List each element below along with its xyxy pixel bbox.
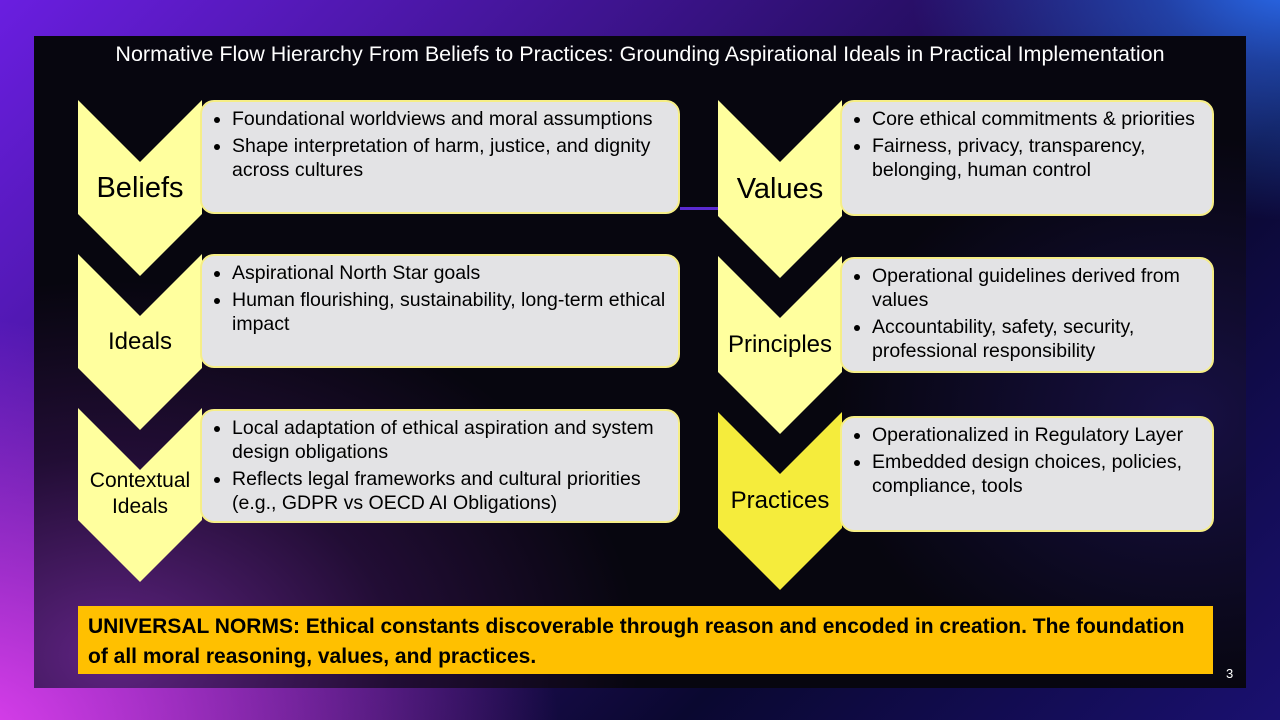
bullet-list: Local adaptation of ethical aspiration a… bbox=[212, 416, 668, 515]
bullet-item: Embedded design choices, policies, compl… bbox=[872, 450, 1202, 498]
description-box-ideals: Aspirational North Star goals Human flou… bbox=[200, 254, 680, 368]
bullet-list: Aspirational North Star goals Human flou… bbox=[212, 261, 668, 336]
bullet-item: Operationalized in Regulatory Layer bbox=[872, 423, 1202, 447]
bullet-item: Local adaptation of ethical aspiration a… bbox=[232, 416, 668, 464]
chevron-principles: Principles bbox=[718, 256, 842, 434]
slide-title: Normative Flow Hierarchy From Beliefs to… bbox=[115, 42, 1165, 66]
bullet-item: Aspirational North Star goals bbox=[232, 261, 668, 285]
chevron-label: Values bbox=[736, 173, 824, 205]
description-box-contextual-ideals: Local adaptation of ethical aspiration a… bbox=[200, 409, 680, 523]
chevron-values: Values bbox=[718, 100, 842, 278]
description-box-practices: Operationalized in Regulatory Layer Embe… bbox=[840, 416, 1214, 532]
description-box-principles: Operational guidelines derived from valu… bbox=[840, 257, 1214, 373]
bullet-item: Core ethical commitments & priorities bbox=[872, 107, 1202, 131]
description-box-values: Core ethical commitments & priorities Fa… bbox=[840, 100, 1214, 216]
chevron-practices: Practices bbox=[718, 412, 842, 590]
bullet-item: Foundational worldviews and moral assump… bbox=[232, 107, 668, 131]
bullet-item: Fairness, privacy, transparency, belongi… bbox=[872, 134, 1202, 182]
chevron-beliefs: Beliefs bbox=[78, 100, 202, 276]
chevron-label: Principles bbox=[727, 331, 833, 358]
chevron-label: Ideals bbox=[107, 328, 173, 355]
chevron-label: Practices bbox=[730, 487, 830, 514]
page-number: 3 bbox=[1226, 666, 1234, 681]
chevron-label: Beliefs bbox=[96, 172, 184, 204]
chevron-contextual-ideals: Contextual Ideals bbox=[78, 408, 202, 582]
bullet-item: Operational guidelines derived from valu… bbox=[872, 264, 1202, 312]
bullet-item: Shape interpretation of harm, justice, a… bbox=[232, 134, 668, 182]
bullet-list: Operationalized in Regulatory Layer Embe… bbox=[852, 423, 1202, 498]
universal-norms-banner: UNIVERSAL NORMS: Ethical constants disco… bbox=[78, 606, 1213, 674]
chevron-label: Contextual Ideals bbox=[89, 469, 191, 518]
bullet-list: Core ethical commitments & priorities Fa… bbox=[852, 107, 1202, 182]
connector-line bbox=[680, 207, 720, 210]
bullet-item: Accountability, safety, security, profes… bbox=[872, 315, 1202, 363]
bullet-list: Foundational worldviews and moral assump… bbox=[212, 107, 668, 182]
bullet-list: Operational guidelines derived from valu… bbox=[852, 264, 1202, 363]
description-box-beliefs: Foundational worldviews and moral assump… bbox=[200, 100, 680, 214]
bullet-item: Human flourishing, sustainability, long-… bbox=[232, 288, 668, 336]
chevron-ideals: Ideals bbox=[78, 254, 202, 430]
bullet-item: Reflects legal frameworks and cultural p… bbox=[232, 467, 668, 515]
slide: Normative Flow Hierarchy From Beliefs to… bbox=[34, 36, 1246, 688]
